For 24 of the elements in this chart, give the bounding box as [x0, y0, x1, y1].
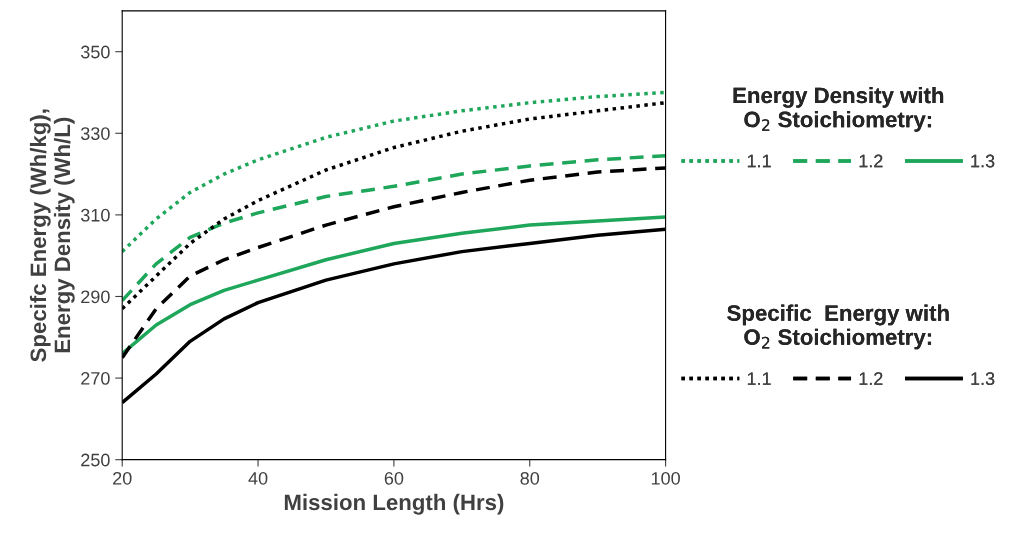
x-tick-label: 100	[651, 471, 680, 485]
line-series	[122, 215, 666, 356]
legend-label: 1.1	[747, 154, 771, 168]
legend-label: 1.3	[971, 154, 995, 168]
legend-label: 1.3	[971, 372, 995, 385]
text: Energy Density with O$_{2}$ Stoichiometry:	[733, 86, 944, 132]
x-axis-title: Mission Length (Hrs)	[284, 493, 504, 515]
y-tick-label: 310	[80, 208, 110, 222]
y-tick-label: 250	[81, 453, 110, 467]
legend-label: 1.1	[747, 372, 771, 385]
line-series	[122, 90, 666, 254]
line-series	[122, 153, 666, 303]
y-tick-label: 330	[80, 127, 110, 140]
y-tick-label: 270	[81, 372, 110, 385]
y-tick-label: 290	[81, 290, 110, 304]
y-axis-title: Specifc Energy (Wh/kg), Energy Density (Wh/L)	[29, 109, 75, 362]
x-tick-label: 80	[520, 471, 540, 485]
y-tick-label: 350	[80, 45, 110, 59]
text: Specific Energy with O$_{2}$ Stoichiometry:	[727, 304, 949, 350]
legend-label: 1.2	[859, 372, 883, 385]
x-tick-label: 40	[248, 471, 268, 485]
x-tick-label: 60	[384, 471, 404, 485]
x-tick-label: 20	[113, 471, 132, 485]
legend-label: 1.2	[859, 154, 883, 168]
